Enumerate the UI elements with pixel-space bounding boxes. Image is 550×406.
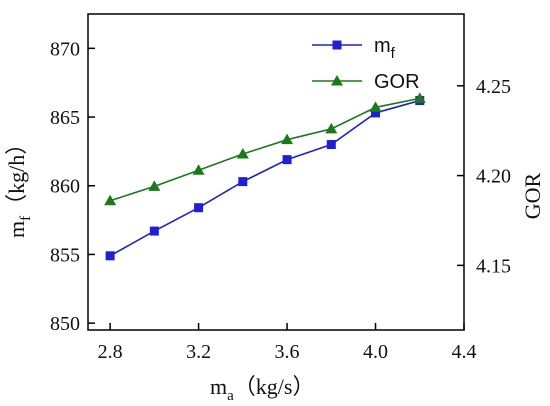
y-right-tick-label: 4.20 [476,166,511,188]
triangle-marker [325,122,338,134]
series-mf [105,96,425,261]
legend-label: mf [374,35,396,62]
legend-item: mf [312,35,396,62]
x-tick-label: 2.8 [98,341,123,363]
triangle-marker [281,133,294,145]
y-left-axis-title: mf（kg/h） [4,133,34,238]
triangle-marker [369,101,382,112]
square-marker [149,226,159,236]
square-marker [371,108,381,118]
square-marker [326,140,336,150]
triangle-marker [104,194,117,206]
square-marker [282,155,292,165]
series-group [104,92,426,261]
y-right-tick-label: 4.25 [476,76,511,98]
triangle-marker [236,148,249,159]
y-right-tick-label: 4.15 [476,255,511,277]
square-marker [332,40,342,50]
axes: 2.8 3.2 3.6 4.0 4.4 850 855 860 865 870 4.15 4.20 4.… [4,13,545,404]
series-gor [104,92,426,206]
triangle-marker [331,75,343,86]
triangle-marker [413,92,426,103]
x-tick-label: 4.4 [452,341,477,363]
x-axis-title: ma（kg/s） [210,374,314,404]
triangle-marker [192,164,205,175]
y-right-axis-title: GOR [520,172,545,219]
x-tick-label: 3.2 [186,341,211,363]
legend-label: GOR [374,71,420,93]
x-tick-label: 3.6 [275,341,300,363]
triangle-marker [148,180,161,191]
square-marker [194,203,204,213]
y-left-tick-label: 850 [50,313,80,335]
series-line [109,99,420,257]
y-left-tick-label: 870 [50,38,80,60]
plot-frame [87,13,465,331]
legend: mf GOR [312,35,420,93]
square-marker [105,251,115,261]
y-left-tick-label: 860 [50,176,80,198]
series-line [109,97,420,202]
x-tick-label: 4.0 [363,341,388,363]
y-left-tick-label: 855 [50,244,80,266]
y-left-tick-label: 865 [50,107,80,129]
legend-item: GOR [312,71,420,93]
square-marker [238,177,248,187]
